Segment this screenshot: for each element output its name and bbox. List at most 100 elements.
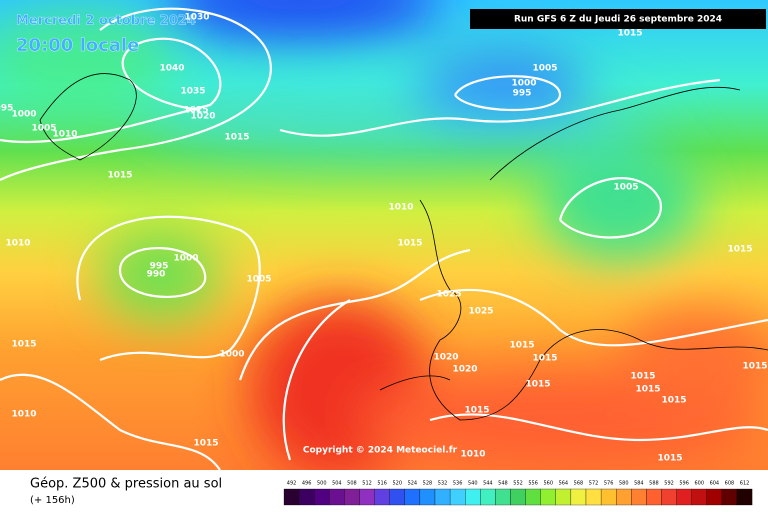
scale-label: 600 xyxy=(694,481,704,487)
scale-swatch xyxy=(495,488,511,506)
footer-title: Géop. Z500 & pression au sol xyxy=(30,477,222,492)
scale-swatch xyxy=(616,488,632,506)
scale-swatch xyxy=(555,488,572,506)
isobar-label: 1015 xyxy=(617,29,642,39)
scale-swatch xyxy=(676,488,692,506)
scale-label: 548 xyxy=(498,481,508,487)
isobar-label: 1015 xyxy=(464,406,489,416)
scale-swatch xyxy=(314,488,330,506)
scale-swatch xyxy=(631,488,647,506)
isobar-label: 1015 xyxy=(742,362,767,372)
scale-swatch xyxy=(646,488,662,506)
scale-swatch xyxy=(298,488,315,506)
isobar-label: 1025 xyxy=(468,307,493,317)
isobar-label: 1025 xyxy=(183,106,208,116)
isobar-label: 1000 xyxy=(173,254,198,264)
scale-swatch xyxy=(570,488,587,506)
scale-label: 516 xyxy=(377,481,387,487)
scale-swatch xyxy=(600,488,617,506)
copyright: Copyright © 2024 Meteociel.fr xyxy=(303,446,458,456)
scale-label: 520 xyxy=(392,481,402,487)
scale-swatch xyxy=(736,488,753,506)
isobar-label: 1020 xyxy=(452,365,477,375)
isobar-label: 1015 xyxy=(635,385,660,395)
isobar-label: 995 xyxy=(513,89,532,99)
isobars xyxy=(0,7,768,470)
isobar-label: 1015 xyxy=(525,380,550,390)
scale-label: 504 xyxy=(332,481,342,487)
scale-label: 508 xyxy=(347,481,357,487)
scale-label: 556 xyxy=(528,481,538,487)
scale-label: 592 xyxy=(664,481,674,487)
run-box xyxy=(470,9,766,29)
isobar-label: 990 xyxy=(147,270,166,280)
coastlines xyxy=(39,73,768,421)
isobar-label: 1010 xyxy=(52,130,77,140)
isobar-label: 1015 xyxy=(509,341,534,351)
isobar-label: 1010 xyxy=(460,450,485,460)
scale-label: 500 xyxy=(317,481,327,487)
scale-label: 576 xyxy=(604,481,614,487)
color-scale: 492 496 500 504 508 512 516 520 524 528 532 536 540 5… xyxy=(283,481,753,506)
isobar-label: 1015 xyxy=(532,354,557,364)
isobar-label: 1005 xyxy=(613,183,638,193)
scale-swatch xyxy=(419,488,436,506)
isobar-label: 1025 xyxy=(436,290,461,300)
scale-label: 568 xyxy=(574,481,584,487)
scale-label: 544 xyxy=(483,481,493,487)
isobar-label: 1015 xyxy=(224,133,249,143)
run-info: Run GFS 6 Z du Jeudi 26 septembre 2024 xyxy=(514,15,722,25)
isobar-label: 1015 xyxy=(630,372,655,382)
scale-label: 560 xyxy=(543,481,553,487)
isobar-label: 1005 xyxy=(532,64,557,74)
isobar-label: 1000 xyxy=(11,110,36,120)
scale-label: 588 xyxy=(649,481,659,487)
scale-swatch xyxy=(404,488,421,506)
scale-swatch xyxy=(434,488,451,506)
scale-swatch xyxy=(510,488,526,506)
isobar-label: 1020 xyxy=(433,353,458,363)
scale-label: 512 xyxy=(362,481,372,487)
isobar-label: 1015 xyxy=(657,454,682,464)
scale-swatch xyxy=(525,488,541,506)
isobar-label: 1010 xyxy=(11,410,36,420)
isobar-label: 995 xyxy=(150,262,169,272)
scale-label: 584 xyxy=(634,481,644,487)
scale-label: 604 xyxy=(710,481,720,487)
isobar-label: 1015 xyxy=(661,396,686,406)
isobar-label: 1035 xyxy=(180,87,205,97)
isobar-label: 1010 xyxy=(5,239,30,249)
scale-swatch xyxy=(721,488,738,506)
isobar-label: 1020 xyxy=(190,112,215,122)
date: Mercredi 2 octobre 2024 xyxy=(16,14,196,29)
scale-label: 524 xyxy=(408,481,418,487)
isobar-label: 1015 xyxy=(193,439,218,449)
isobar-label: 1015 xyxy=(727,245,752,255)
scale-swatch xyxy=(540,488,556,506)
isobar-label: 1000 xyxy=(219,350,244,360)
isobar-label: 1005 xyxy=(246,275,271,285)
isobar-label: 1010 xyxy=(388,203,413,213)
scale-swatch xyxy=(389,488,405,506)
isobar-label: 1015 xyxy=(107,171,132,181)
scale-swatch xyxy=(359,488,375,506)
isobar-labels: 1030104010351025102010159951000100510101… xyxy=(0,13,768,464)
scale-swatch xyxy=(585,488,602,506)
lead-time: (+ 156h) xyxy=(30,495,75,506)
scale-swatch xyxy=(344,488,360,506)
field xyxy=(0,0,768,470)
isobar-label: 1005 xyxy=(31,124,56,134)
scale-swatch xyxy=(465,488,481,506)
scale-swatch xyxy=(706,488,723,506)
isobar-label: 995 xyxy=(0,104,13,114)
isobar-label: 1040 xyxy=(159,64,184,74)
scale-label: 552 xyxy=(513,481,523,487)
scale-label: 572 xyxy=(589,481,599,487)
scale-label: 536 xyxy=(453,481,463,487)
scale-label: 540 xyxy=(468,481,478,487)
scale-swatch xyxy=(329,488,345,506)
local-time: 20:00 locale xyxy=(16,35,139,56)
scale-label: 528 xyxy=(423,481,433,487)
